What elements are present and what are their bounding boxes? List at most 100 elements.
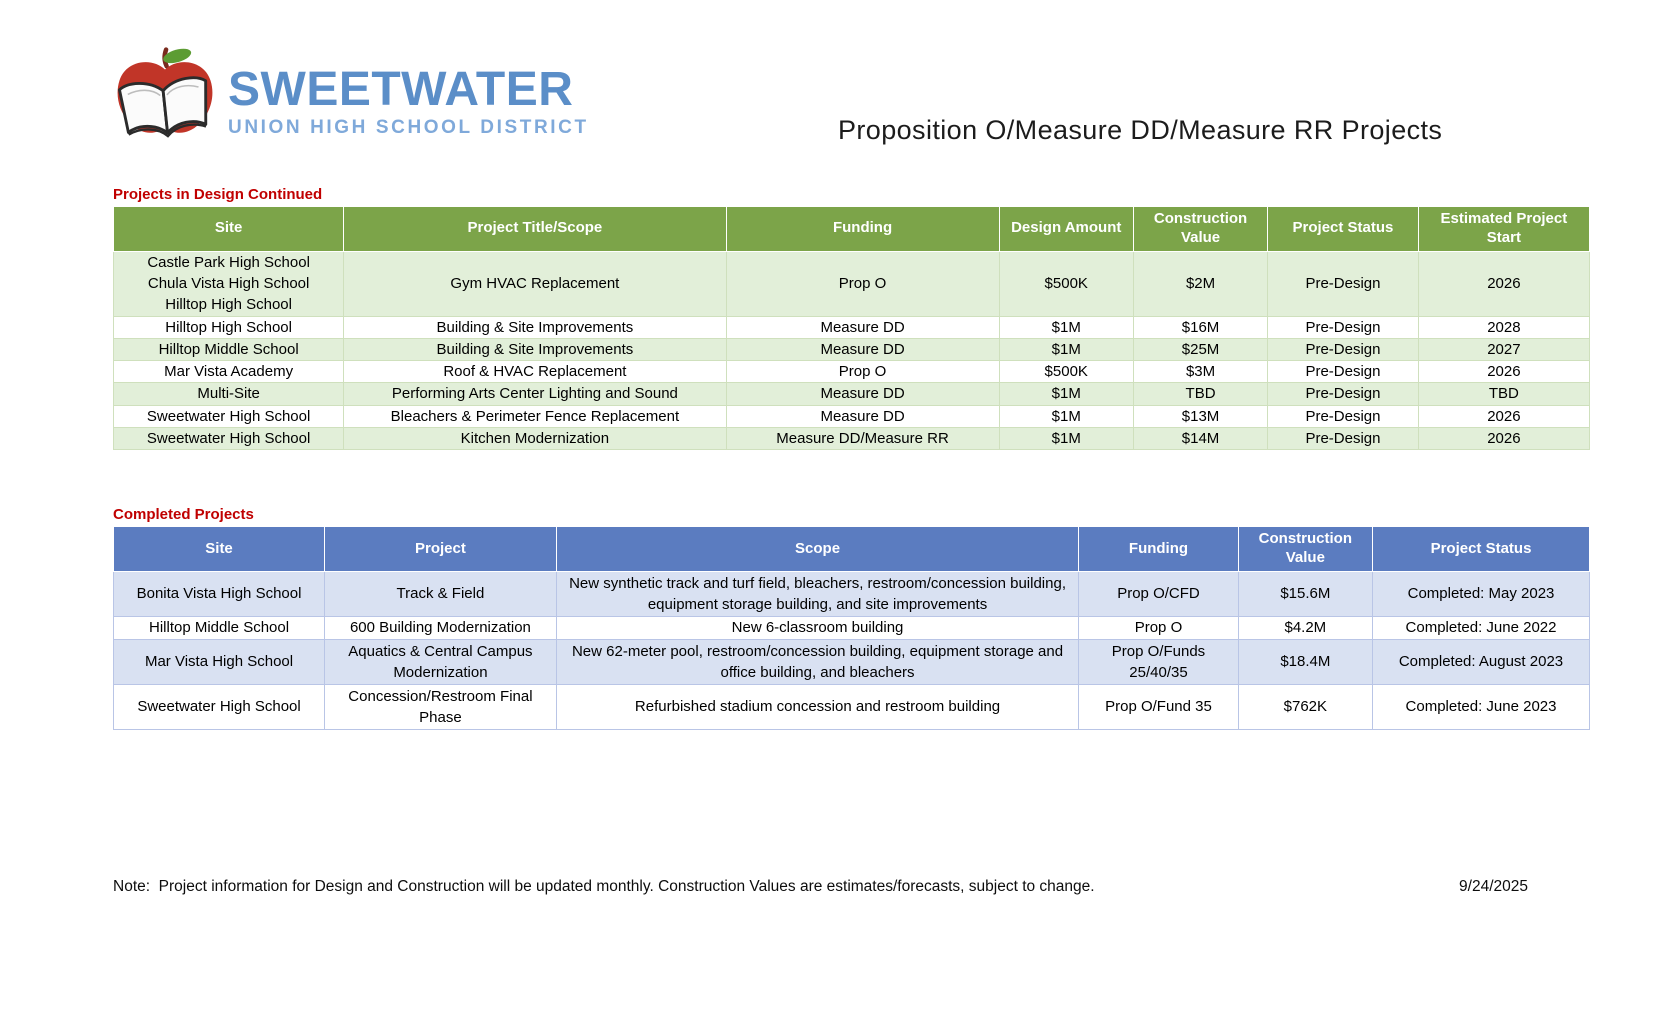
table-cell: Pre-Design bbox=[1267, 315, 1419, 339]
logo-text: SWEETWATER UNION HIGH SCHOOL DISTRICT bbox=[228, 66, 589, 139]
column-header: Design Amount bbox=[998, 206, 1134, 252]
design-section-title: Projects in Design Continued bbox=[113, 186, 323, 203]
table-row: Hilltop Middle School 600 Building Modern… bbox=[112, 616, 1590, 640]
table-cell: Pre-Design bbox=[1267, 337, 1419, 362]
table-cell: Measure DD bbox=[725, 382, 1000, 406]
column-header: Construction Value bbox=[1237, 526, 1374, 572]
table-cell: Kitchen Modernization bbox=[343, 426, 727, 451]
table-row: Mar Vista Academy Roof & HVAC Replacement… bbox=[112, 360, 1591, 384]
table-cell: $18.4M bbox=[1237, 639, 1374, 685]
table-cell: $14M bbox=[1132, 426, 1269, 451]
completed-projects-table: Site Project Scope Funding Construction … bbox=[112, 526, 1590, 730]
table-cell: Track & Field bbox=[324, 571, 557, 617]
table-cell: $1M bbox=[998, 404, 1134, 428]
table-cell: Pre-Design bbox=[1267, 382, 1419, 406]
table-cell: Pre-Design bbox=[1267, 404, 1419, 428]
column-header: Project Status bbox=[1267, 206, 1419, 252]
table-row: Castle Park High School Chula Vista High… bbox=[112, 250, 1591, 317]
table-cell: Prop O bbox=[1078, 616, 1239, 640]
table-cell: Gym HVAC Replacement bbox=[343, 250, 727, 317]
table-cell: Measure DD/Measure RR bbox=[725, 426, 1000, 451]
table-cell: Multi-Site bbox=[112, 382, 345, 406]
footer-date: 9/24/2025 bbox=[1459, 878, 1528, 895]
table-cell: 2026 bbox=[1417, 250, 1591, 317]
table-cell: Bleachers & Perimeter Fence Replacement bbox=[343, 404, 727, 428]
table-cell: Pre-Design bbox=[1267, 360, 1419, 384]
column-header: Estimated Project Start bbox=[1417, 206, 1591, 252]
apple-book-icon bbox=[117, 47, 213, 138]
table-cell: $16M bbox=[1132, 315, 1269, 339]
table-cell: Completed: June 2022 bbox=[1372, 616, 1590, 640]
table-cell: Completed: June 2023 bbox=[1372, 684, 1590, 730]
column-header: Project Title/Scope bbox=[343, 206, 727, 252]
table-cell: TBD bbox=[1132, 382, 1269, 406]
table-cell: Sweetwater High School bbox=[112, 404, 345, 428]
table-row: Mar Vista High School Aquatics & Central … bbox=[112, 639, 1590, 685]
column-header: Site bbox=[112, 526, 326, 572]
table-cell: Aquatics & Central Campus Modernization bbox=[324, 639, 557, 685]
table-cell: Mar Vista Academy bbox=[112, 360, 345, 384]
table-row: Sweetwater High School Bleachers & Perime… bbox=[112, 404, 1591, 428]
leaf-icon bbox=[163, 48, 192, 64]
table-cell: Hilltop Middle School bbox=[112, 337, 345, 362]
table-cell: Sweetwater High School bbox=[112, 426, 345, 451]
table-cell: 2026 bbox=[1417, 360, 1591, 384]
column-header: Project Status bbox=[1372, 526, 1590, 572]
table-cell: Performing Arts Center Lighting and Soun… bbox=[343, 382, 727, 406]
table-cell: 2026 bbox=[1417, 426, 1591, 451]
table-cell: $762K bbox=[1237, 684, 1374, 730]
table-cell: $13M bbox=[1132, 404, 1269, 428]
table-cell: New 6-classroom building bbox=[555, 616, 1080, 640]
table-cell: Hilltop Middle School bbox=[112, 616, 326, 640]
table-cell: Hilltop High School bbox=[112, 315, 345, 339]
table-cell: Sweetwater High School bbox=[112, 684, 326, 730]
column-header: Funding bbox=[725, 206, 1000, 252]
table-row: Multi-Site Performing Arts Center Lightin… bbox=[112, 382, 1591, 406]
table-cell: $15.6M bbox=[1237, 571, 1374, 617]
table-cell: $3M bbox=[1132, 360, 1269, 384]
design-header-row: Site Project Title/Scope Funding Design … bbox=[112, 206, 1591, 252]
table-cell: Prop O bbox=[725, 360, 1000, 384]
projects-in-design-table: Site Project Title/Scope Funding Design … bbox=[112, 206, 1591, 451]
table-row: Hilltop High School Building & Site Impro… bbox=[112, 315, 1591, 339]
table-cell: 2028 bbox=[1417, 315, 1591, 339]
table-cell: Building & Site Improvements bbox=[343, 337, 727, 362]
table-cell: $4.2M bbox=[1237, 616, 1374, 640]
table-cell: Prop O/CFD bbox=[1078, 571, 1239, 617]
table-cell: TBD bbox=[1417, 382, 1591, 406]
table-cell: Castle Park High School Chula Vista High… bbox=[112, 250, 345, 317]
table-cell: Refurbished stadium concession and restr… bbox=[555, 684, 1080, 730]
column-header: Construction Value bbox=[1132, 206, 1269, 252]
table-cell: 600 Building Modernization bbox=[324, 616, 557, 640]
column-header: Funding bbox=[1078, 526, 1239, 572]
table-cell: $1M bbox=[998, 426, 1134, 451]
logo-subtitle: UNION HIGH SCHOOL DISTRICT bbox=[228, 117, 589, 138]
table-cell: Building & Site Improvements bbox=[343, 315, 727, 339]
table-cell: Measure DD bbox=[725, 404, 1000, 428]
table-cell: $500K bbox=[998, 250, 1134, 317]
table-cell: $25M bbox=[1132, 337, 1269, 362]
column-header: Scope bbox=[555, 526, 1080, 572]
table-row: Sweetwater High School Kitchen Modernizat… bbox=[112, 426, 1591, 451]
table-cell: Prop O/Funds 25/40/35 bbox=[1078, 639, 1239, 685]
table-cell: Completed: May 2023 bbox=[1372, 571, 1590, 617]
table-cell: $2M bbox=[1132, 250, 1269, 317]
column-header: Site bbox=[112, 206, 345, 252]
table-cell: $1M bbox=[998, 382, 1134, 406]
logo-title: SWEETWATER bbox=[228, 63, 574, 116]
table-cell: $1M bbox=[998, 337, 1134, 362]
footer-note: Note: Project information for Design and… bbox=[113, 878, 1095, 895]
table-row: Hilltop Middle School Building & Site Imp… bbox=[112, 337, 1591, 362]
table-cell: Mar Vista High School bbox=[112, 639, 326, 685]
completed-header-row: Site Project Scope Funding Construction … bbox=[112, 526, 1590, 572]
table-cell: New 62-meter pool, restroom/concession b… bbox=[555, 639, 1080, 685]
page-title: Proposition O/Measure DD/Measure RR Proj… bbox=[838, 115, 1443, 145]
table-cell: Prop O bbox=[725, 250, 1000, 317]
footer: Note: Project information for Design and… bbox=[113, 878, 1590, 896]
table-cell: Measure DD bbox=[725, 337, 1000, 362]
table-cell: $500K bbox=[998, 360, 1134, 384]
book-icon bbox=[118, 76, 208, 138]
table-cell: Concession/Restroom Final Phase bbox=[324, 684, 557, 730]
table-cell: Prop O/Fund 35 bbox=[1078, 684, 1239, 730]
